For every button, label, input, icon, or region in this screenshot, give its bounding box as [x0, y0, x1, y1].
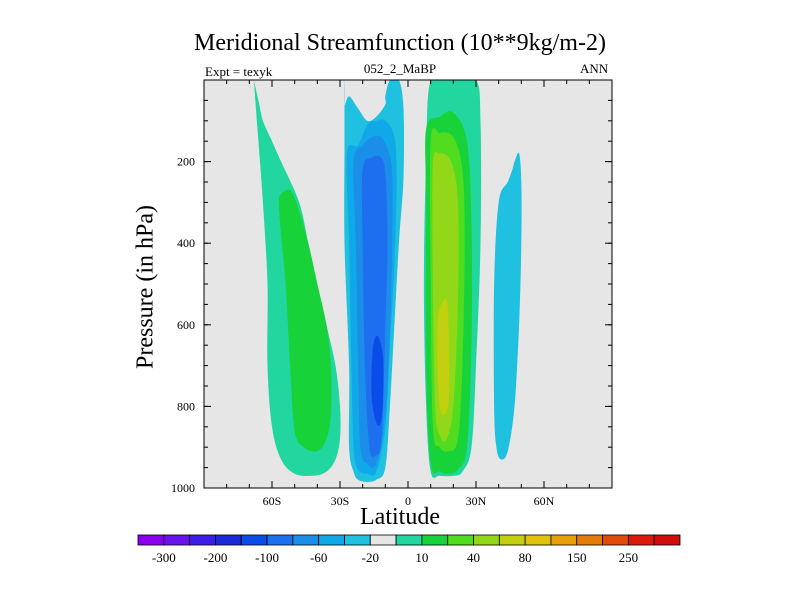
colorbar-box: [318, 534, 345, 546]
colorbar-box: [550, 534, 578, 546]
colorbar-label: -200: [204, 550, 228, 565]
colorbar-box: [189, 534, 216, 546]
colorbar-label: -20: [362, 550, 379, 565]
colorbar-box: [395, 534, 423, 546]
colorbar-box: [576, 534, 603, 546]
y-tick-label: 800: [177, 399, 195, 413]
y-tick-label: 400: [177, 236, 195, 250]
colorbar-label: 40: [467, 550, 480, 565]
colorbar-box: [627, 534, 655, 546]
x-tick-label: 60S: [263, 494, 282, 508]
colorbar-box: [524, 534, 552, 546]
colorbar-box: [215, 534, 242, 546]
colorbar-box: [602, 534, 629, 546]
colorbar-label: -300: [152, 550, 176, 565]
colorbar-label: 150: [567, 550, 587, 565]
colorbar-box: [266, 534, 294, 546]
colorbar-box: [163, 534, 191, 546]
colorbar-label: 10: [415, 550, 428, 565]
colorbar-box: [421, 534, 449, 546]
northern-positive-core: [437, 299, 450, 416]
colorbar-box: [292, 534, 320, 546]
y-tick-label: 200: [177, 155, 195, 169]
x-tick-label: 60N: [534, 494, 555, 508]
colorbar-box: [653, 534, 681, 546]
southern-positive-core: [278, 189, 332, 452]
colorbar-label: -100: [255, 550, 279, 565]
colorbar-box: [447, 534, 474, 546]
y-tick-label: 1000: [171, 481, 195, 495]
contour-field: [253, 80, 522, 482]
colorbar-box: [473, 534, 500, 546]
x-axis-label: Latitude: [360, 504, 440, 530]
experiment-label: Expt = texyk: [205, 64, 273, 79]
colorbar-label: -60: [310, 550, 327, 565]
case-label: 052_2_MaBP: [363, 61, 437, 76]
colorbar-box: [369, 534, 397, 546]
colorbar-box: [240, 534, 268, 546]
x-tick-label: 0: [405, 494, 411, 508]
colorbar-label: 80: [519, 550, 532, 565]
colorbar-box: [498, 534, 526, 546]
y-tick-label: 600: [177, 318, 195, 332]
x-tick-label: 30N: [466, 494, 487, 508]
x-tick-label: 30S: [331, 494, 350, 508]
northern-negative-cell: [493, 152, 522, 460]
season-label: ANN: [580, 61, 609, 76]
colorbar-label: 250: [619, 550, 639, 565]
chart-title: Meridional Streamfunction (10**9kg/m-2): [194, 30, 606, 56]
colorbar-box: [344, 534, 371, 546]
colorbar-box: [137, 534, 165, 546]
southern-negative-core: [371, 335, 384, 426]
